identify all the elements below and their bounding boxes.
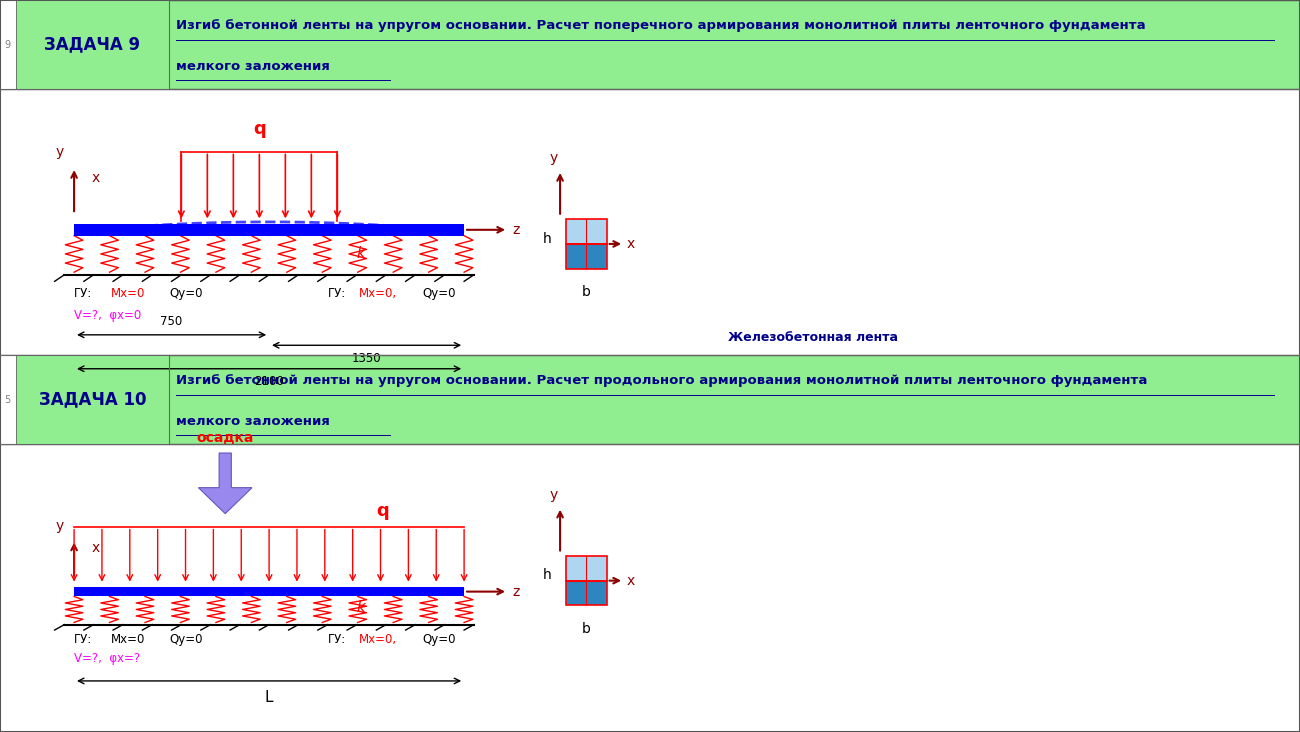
Text: ГУ:: ГУ: [328, 287, 346, 299]
Text: x: x [91, 171, 99, 184]
Bar [74, 224, 464, 236]
Text: y: y [550, 151, 558, 165]
Text: 2100: 2100 [255, 376, 283, 388]
Bar [0, 355, 16, 444]
Text: мелкого заложения: мелкого заложения [176, 414, 329, 427]
Text: Qy=0: Qy=0 [169, 287, 203, 299]
Text: Qy=0: Qy=0 [422, 633, 456, 646]
Text: ЗАДАЧА 10: ЗАДАЧА 10 [39, 391, 146, 408]
Text: h: h [542, 232, 551, 246]
Text: x: x [627, 237, 634, 251]
Text: y: y [56, 146, 64, 160]
Text: Изгиб бетонной ленты на упругом основании. Расчет поперечного армирования моноли: Изгиб бетонной ленты на упругом основани… [176, 18, 1145, 31]
FancyArrow shape [199, 453, 252, 514]
Text: y: y [56, 519, 64, 533]
Bar [16, 355, 169, 444]
Text: 750: 750 [160, 315, 183, 329]
Text: Железобетонная лента: Железобетонная лента [728, 332, 897, 344]
Text: z: z [512, 223, 520, 236]
Text: b: b [581, 622, 590, 636]
Text: y: y [550, 488, 558, 501]
Text: q: q [377, 502, 389, 520]
Text: ГУ:: ГУ: [328, 633, 346, 646]
Text: ГУ:: ГУ: [74, 633, 92, 646]
Text: b: b [581, 285, 590, 299]
Text: Mx=0: Mx=0 [111, 287, 146, 299]
Text: Изгиб бетонной ленты на упругом основании. Расчет продольного армирования моноли: Изгиб бетонной ленты на упругом основани… [176, 373, 1147, 386]
Bar [566, 220, 607, 244]
Text: x: x [91, 541, 99, 556]
Text: ГУ:: ГУ: [74, 287, 92, 299]
Bar [16, 0, 169, 89]
Text: k: k [356, 600, 365, 615]
Text: k: k [356, 247, 365, 261]
Bar [566, 244, 607, 269]
Bar [74, 587, 464, 597]
Text: L: L [265, 690, 273, 705]
Text: Mx=0,: Mx=0, [359, 633, 398, 646]
Text: Mx=0: Mx=0 [111, 633, 146, 646]
Text: мелкого заложения: мелкого заложения [176, 59, 329, 72]
Text: осадка: осадка [196, 430, 254, 444]
Text: 9: 9 [5, 40, 10, 50]
Text: q: q [254, 121, 265, 138]
Text: Qy=0: Qy=0 [422, 287, 456, 299]
Text: ЗАДАЧА 9: ЗАДАЧА 9 [44, 36, 140, 53]
Text: V=?,  φx=?: V=?, φx=? [74, 651, 140, 665]
Bar [0, 0, 16, 89]
Bar [566, 556, 607, 580]
Text: 1350: 1350 [352, 352, 381, 365]
Text: z: z [512, 585, 520, 599]
Text: V=?,  φx=0: V=?, φx=0 [74, 309, 142, 322]
Text: x: x [627, 574, 634, 588]
Text: h: h [542, 569, 551, 583]
Bar [566, 580, 607, 605]
Text: Mx=0,: Mx=0, [359, 287, 398, 299]
Text: Qy=0: Qy=0 [169, 633, 203, 646]
Text: 5: 5 [5, 395, 10, 405]
